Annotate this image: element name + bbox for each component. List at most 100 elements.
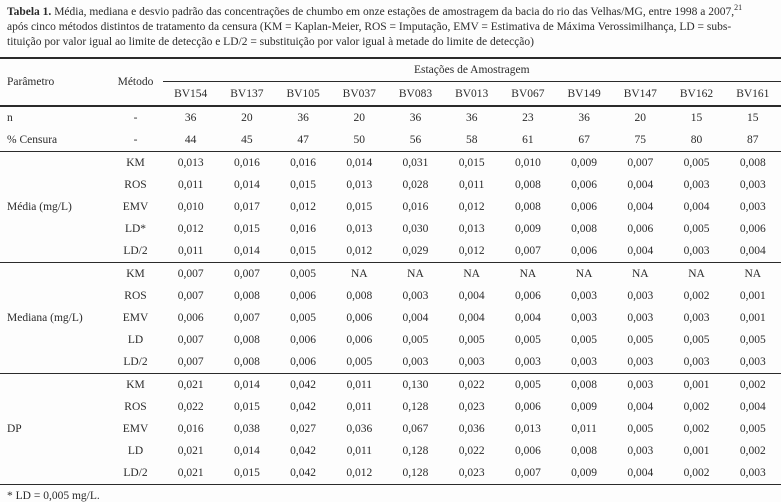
value-cell: 0,003 xyxy=(668,240,725,263)
value-cell: 0,008 xyxy=(514,179,541,191)
value-cell: 0,008 xyxy=(514,201,541,213)
value-cell: 0,006 xyxy=(514,401,541,413)
value-cell: 0,036 xyxy=(346,423,373,435)
value-cell: 36 xyxy=(297,112,309,124)
value-cell: 0,007 xyxy=(499,240,556,263)
value-cell: 0,128 xyxy=(387,462,444,485)
method-cell: EMV xyxy=(122,201,149,213)
value-cell: 0,005 xyxy=(627,334,654,346)
value-cell: 0,004 xyxy=(739,401,766,413)
value-cell: 0,008 xyxy=(571,379,598,391)
value-cell: 0,015 xyxy=(346,201,373,213)
table-row: ROS 0,011 0,014 0,015 0,013 0,028 0,011 0,008 0,… xyxy=(0,174,781,196)
method-cell: LD xyxy=(127,445,144,457)
value-cell: 0,015 xyxy=(458,157,485,169)
section-label: DP xyxy=(0,373,109,485)
row-label: n xyxy=(7,112,13,124)
value-cell: 0,016 xyxy=(233,157,260,169)
value-cell: 0,011 xyxy=(162,240,219,263)
section-label: Média (mg/L) xyxy=(0,151,109,263)
value-cell: 0,016 xyxy=(402,201,429,213)
value-cell: 0,003 xyxy=(668,351,725,374)
table-caption: Tabela 1. Média, mediana e desvio padrão… xyxy=(7,3,777,50)
value-cell: 0,004 xyxy=(612,462,669,485)
value-cell: 0,009 xyxy=(571,401,598,413)
value-cell: 0,042 xyxy=(290,401,317,413)
value-cell: 20 xyxy=(353,112,366,124)
value-cell: 0,011 xyxy=(458,179,485,191)
value-cell: 36 xyxy=(184,112,197,124)
value-cell: 0,003 xyxy=(571,290,598,302)
value-cell: 0,006 xyxy=(346,312,373,324)
value-cell: 0,002 xyxy=(668,462,725,485)
table-row: EMV 0,010 0,017 0,012 0,015 0,016 0,012 0,008 0,… xyxy=(0,196,781,218)
value-cell: 0,005 xyxy=(514,334,541,346)
value-cell: 0,005 xyxy=(290,312,317,324)
method-cell: EMV xyxy=(122,312,149,324)
table-row: n - 36 20 36 20 36 36 23 36 20 15 15 xyxy=(0,106,781,129)
value-cell: 0,011 xyxy=(346,379,373,391)
table-row: LD 0,021 0,014 0,042 0,011 0,128 0,022 0,006 0,0… xyxy=(0,440,781,462)
value-cell: 0,042 xyxy=(274,462,332,485)
value-cell: 0,011 xyxy=(571,423,597,435)
value-cell: 0,006 xyxy=(627,223,654,235)
column-header-bv013: BV013 xyxy=(443,81,500,107)
value-cell: 0,007 xyxy=(233,268,260,280)
value-cell: 0,067 xyxy=(402,423,429,435)
value-cell: 0,014 xyxy=(233,445,260,457)
value-cell: 0,021 xyxy=(177,445,204,457)
column-header-bv154: BV154 xyxy=(162,81,219,107)
value-cell: 0,003 xyxy=(627,445,654,457)
value-cell: 0,012 xyxy=(458,201,485,213)
value-cell: 80 xyxy=(668,129,725,152)
value-cell: 0,005 xyxy=(290,268,317,280)
value-cell: 0,005 xyxy=(683,157,710,169)
table-row: Média (mg/L) KM 0,013 0,016 0,016 0,014 0,031 0… xyxy=(0,151,781,263)
caption-citation-superscript: 21 xyxy=(734,3,743,13)
value-cell: 0,005 xyxy=(739,334,766,346)
value-cell: 0,006 xyxy=(571,179,598,191)
value-cell: 0,013 xyxy=(177,157,204,169)
method-cell: LD/2 xyxy=(108,240,163,263)
value-cell: 0,001 xyxy=(739,290,766,302)
column-header-bv137: BV137 xyxy=(218,81,275,107)
column-header-bv067: BV067 xyxy=(499,81,556,107)
value-cell: 45 xyxy=(218,129,275,152)
header-row-group: Parâmetro Método Estações de Amostragem xyxy=(0,58,781,107)
value-cell: 0,007 xyxy=(627,157,654,169)
table-row: LD/2 0,007 0,008 0,006 0,005 0,003 0,003 0,003 0… xyxy=(0,351,781,374)
column-header-bv162: BV162 xyxy=(668,81,725,107)
value-cell: 0,036 xyxy=(458,423,485,435)
value-cell: 0,004 xyxy=(458,290,485,302)
value-cell: 0,012 xyxy=(290,201,317,213)
value-cell: 0,023 xyxy=(443,462,500,485)
value-cell: NA xyxy=(463,268,480,280)
value-cell: 36 xyxy=(465,112,478,124)
method-cell: KM xyxy=(126,268,145,280)
value-cell: 47 xyxy=(274,129,332,152)
value-cell: 0,005 xyxy=(627,423,654,435)
value-cell: 0,006 xyxy=(514,290,541,302)
value-cell: 56 xyxy=(387,129,444,152)
value-cell: 0,008 xyxy=(218,351,275,374)
table-caption-label: Tabela 1. xyxy=(7,6,52,18)
value-cell: 0,005 xyxy=(514,379,541,391)
value-cell: 50 xyxy=(331,129,388,152)
value-cell: 0,003 xyxy=(402,290,429,302)
value-cell: 75 xyxy=(612,129,669,152)
value-cell: 0,015 xyxy=(290,179,317,191)
table-row: LD/2 0,021 0,015 0,042 0,012 0,128 0,023 0,007 0… xyxy=(0,462,781,485)
column-header-bv083: BV083 xyxy=(387,81,444,107)
value-cell: 0,003 xyxy=(556,351,613,374)
value-cell: 0,001 xyxy=(739,312,766,324)
value-cell: 0,006 xyxy=(290,334,317,346)
method-cell: LD/2 xyxy=(108,351,163,374)
value-cell: 0,008 xyxy=(346,290,373,302)
value-cell: 0,003 xyxy=(443,351,500,374)
value-cell: 0,003 xyxy=(724,351,781,374)
value-cell: 0,004 xyxy=(612,240,669,263)
value-cell: 0,001 xyxy=(683,445,710,457)
column-header-parametro: Parâmetro xyxy=(0,58,109,107)
value-cell: 0,006 xyxy=(556,240,613,263)
value-cell: 0,015 xyxy=(233,223,260,235)
